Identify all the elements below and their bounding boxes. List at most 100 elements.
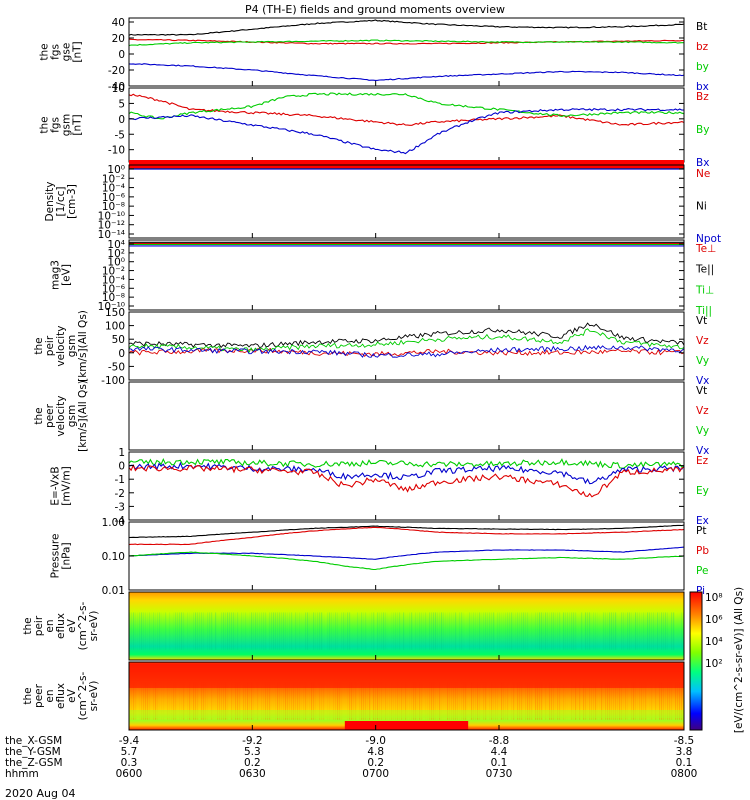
heatmap-stripe bbox=[661, 682, 663, 720]
y-tick-label: 10⁻¹⁴ bbox=[98, 229, 125, 241]
heatmap-stripe bbox=[205, 682, 207, 720]
heatmap-stripe bbox=[245, 612, 247, 650]
legend-entry: bz bbox=[696, 41, 709, 53]
series-line-2 bbox=[128, 526, 685, 546]
y-axis-label: E=-VxB bbox=[50, 466, 62, 505]
heatmap-stripe bbox=[511, 682, 513, 720]
heatmap-stripe bbox=[571, 682, 573, 720]
heatmap-stripe bbox=[497, 612, 499, 650]
heatmap-stripe bbox=[609, 612, 611, 650]
heatmap-stripe bbox=[271, 612, 273, 650]
heatmap-stripe bbox=[503, 682, 505, 720]
heatmap-stripe bbox=[545, 612, 547, 650]
heatmap-stripe bbox=[285, 612, 287, 650]
heatmap-stripe bbox=[217, 612, 218, 649]
legend-entry: Ti|| bbox=[695, 305, 712, 317]
heatmap-stripe bbox=[449, 682, 451, 720]
heatmap-stripe bbox=[307, 682, 309, 720]
heatmap-stripe bbox=[583, 682, 585, 720]
heatmap-stripe bbox=[405, 612, 407, 650]
heatmap-stripe bbox=[377, 612, 379, 650]
heatmap-stripe bbox=[215, 682, 217, 720]
heatmap-stripe bbox=[383, 612, 385, 650]
heatmap-stripe bbox=[253, 682, 255, 720]
heatmap-stripe bbox=[475, 612, 477, 650]
ephemeris-value: 0700 bbox=[362, 768, 389, 780]
heatmap-stripe bbox=[167, 682, 169, 720]
heatmap-stripe bbox=[355, 612, 356, 649]
heatmap-stripe bbox=[141, 682, 143, 720]
heatmap-stripe bbox=[601, 682, 603, 720]
heatmap-stripe bbox=[215, 612, 217, 650]
y-tick-label: 10² bbox=[107, 248, 125, 260]
heatmap-stripe bbox=[409, 682, 411, 720]
heatmap-stripe bbox=[351, 682, 353, 720]
heatmap-stripe bbox=[609, 682, 611, 720]
heatmap-stripe bbox=[433, 612, 435, 650]
heatmap-stripe bbox=[577, 682, 579, 720]
heatmap-stripe bbox=[133, 682, 135, 720]
heatmap-stripe bbox=[395, 612, 397, 650]
heatmap-stripe bbox=[563, 612, 565, 650]
heatmap-stripe bbox=[321, 682, 323, 720]
y-axis-label: [nPa] bbox=[61, 542, 73, 569]
heatmap-stripe bbox=[471, 612, 473, 650]
heatmap-stripe bbox=[195, 682, 197, 720]
heatmap-stripe bbox=[237, 612, 239, 650]
heatmap-stripe bbox=[303, 682, 305, 720]
heatmap-stripe bbox=[629, 612, 631, 650]
y-tick-label: 0.10 bbox=[102, 551, 125, 563]
legend-entry: Ex bbox=[696, 515, 709, 527]
heatmap-stripe bbox=[527, 612, 529, 650]
y-axis-label: mag3 bbox=[50, 260, 62, 290]
heatmap-stripe bbox=[553, 612, 555, 650]
heatmap-stripe bbox=[411, 682, 413, 720]
legend-entry: Vy bbox=[696, 425, 709, 437]
heatmap-stripe bbox=[657, 612, 659, 650]
legend-entry: Vt bbox=[696, 385, 707, 397]
heatmap-stripe bbox=[431, 682, 433, 720]
legend-entry: bx bbox=[696, 81, 709, 93]
heatmap-stripe bbox=[595, 612, 597, 650]
heatmap-stripe bbox=[161, 682, 163, 720]
heatmap-stripe bbox=[535, 612, 537, 650]
heatmap-stripe bbox=[145, 612, 147, 650]
legend-entry: Te|| bbox=[695, 264, 714, 276]
heatmap-stripe bbox=[137, 612, 139, 650]
heatmap-stripe bbox=[269, 612, 271, 650]
ephemeris-label: the_Y-GSM bbox=[5, 746, 61, 758]
heatmap-stripe bbox=[145, 682, 147, 720]
heatmap-stripe bbox=[237, 682, 239, 720]
heatmap-stripe bbox=[207, 682, 209, 720]
heatmap-stripe bbox=[153, 682, 155, 720]
y-tick-label: 0.01 bbox=[102, 585, 125, 597]
y-tick-label: -50 bbox=[108, 361, 125, 373]
heatmap-stripe bbox=[593, 682, 595, 720]
panel-7: 1 0-1 -2-3 -4 E=-VxB [mV/m] Ez Ey Ex bbox=[50, 447, 709, 527]
heatmap-stripe bbox=[465, 682, 467, 720]
heatmap-stripe bbox=[611, 682, 613, 720]
heatmap-stripe bbox=[645, 612, 647, 650]
heatmap-stripe bbox=[517, 682, 519, 720]
heatmap-stripe bbox=[435, 682, 437, 720]
heatmap-stripe bbox=[501, 612, 503, 650]
chart-title: P4 (TH-E) fields and ground moments over… bbox=[245, 3, 505, 16]
heatmap-stripe bbox=[667, 612, 669, 650]
heatmap-stripe bbox=[329, 612, 331, 650]
heatmap-stripe bbox=[381, 682, 383, 720]
y-tick-label: 0 bbox=[118, 49, 125, 61]
heatmap-stripe bbox=[673, 682, 675, 720]
y-axis-label: peer bbox=[33, 683, 45, 708]
heatmap-stripe bbox=[315, 682, 317, 720]
heatmap-stripe bbox=[243, 612, 245, 650]
heatmap-stripe bbox=[457, 682, 459, 720]
y-tick-label: 0 bbox=[118, 114, 125, 126]
series-line-2 bbox=[128, 92, 685, 120]
heatmap-stripe bbox=[527, 682, 529, 720]
heatmap-stripe bbox=[183, 682, 185, 720]
heatmap-stripe bbox=[623, 682, 625, 720]
heatmap-stripe bbox=[407, 612, 409, 650]
heatmap-stripe bbox=[439, 682, 441, 720]
heatmap-stripe bbox=[447, 682, 449, 720]
